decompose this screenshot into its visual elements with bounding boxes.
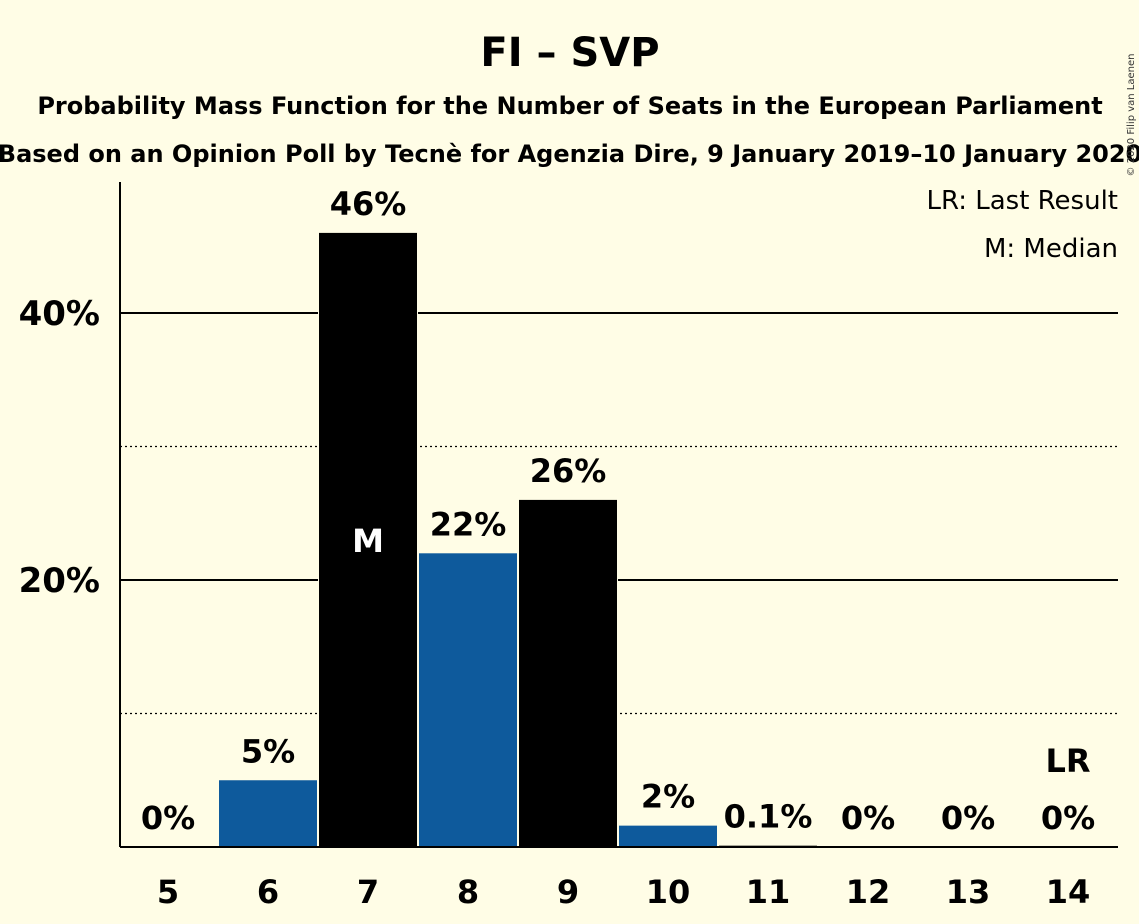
chart-subtitle-1: Probability Mass Function for the Number…	[37, 92, 1102, 120]
bar-gap	[718, 843, 818, 847]
bar	[419, 553, 517, 847]
x-tick-label: 14	[1046, 873, 1091, 911]
chart-title: FI – SVP	[480, 30, 659, 76]
y-tick-label: 40%	[19, 294, 100, 334]
x-tick-label: 7	[357, 873, 379, 911]
chart-subtitle-2: Based on an Opinion Poll by Tecnè for Ag…	[0, 140, 1139, 168]
gridlines	[120, 312, 1118, 715]
x-tick-label: 13	[946, 873, 991, 911]
data-label: 0%	[141, 799, 195, 837]
bar	[519, 499, 617, 847]
data-label: 0.1%	[724, 798, 813, 836]
x-tick-label: 10	[646, 873, 691, 911]
data-label: 0%	[1041, 799, 1095, 837]
last-result-marker: LR	[1045, 742, 1090, 780]
data-label: 22%	[430, 505, 507, 543]
copyright-notice: © 2020 Filip van Laenen	[1126, 54, 1137, 177]
bar	[319, 232, 417, 847]
data-label: 46%	[330, 185, 407, 223]
x-tick-label: 12	[846, 873, 891, 911]
median-marker: M	[352, 522, 384, 560]
x-tick-label: 9	[557, 873, 579, 911]
bars	[218, 230, 818, 847]
x-tick-label: 11	[746, 873, 791, 911]
x-tick-label: 6	[257, 873, 279, 911]
bar	[219, 780, 317, 847]
x-tick-label: 5	[157, 873, 179, 911]
legend-median: M: Median	[984, 234, 1118, 264]
bar	[619, 825, 717, 847]
legend-last-result: LR: Last Result	[926, 186, 1118, 216]
data-label: 2%	[641, 778, 695, 816]
data-labels: 0% 5% 46% 22% 26% 2% 0.1% 0% 0% 0% M LR	[141, 185, 1095, 837]
data-label: 5%	[241, 732, 295, 770]
y-tick-label: 20%	[19, 561, 100, 601]
x-tick-label: 8	[457, 873, 479, 911]
axes: 20% 40% 5 6 7 8 9 10 11 12 13 14	[19, 182, 1118, 911]
data-label: 26%	[530, 452, 607, 490]
data-label: 0%	[841, 799, 895, 837]
data-label: 0%	[941, 799, 995, 837]
